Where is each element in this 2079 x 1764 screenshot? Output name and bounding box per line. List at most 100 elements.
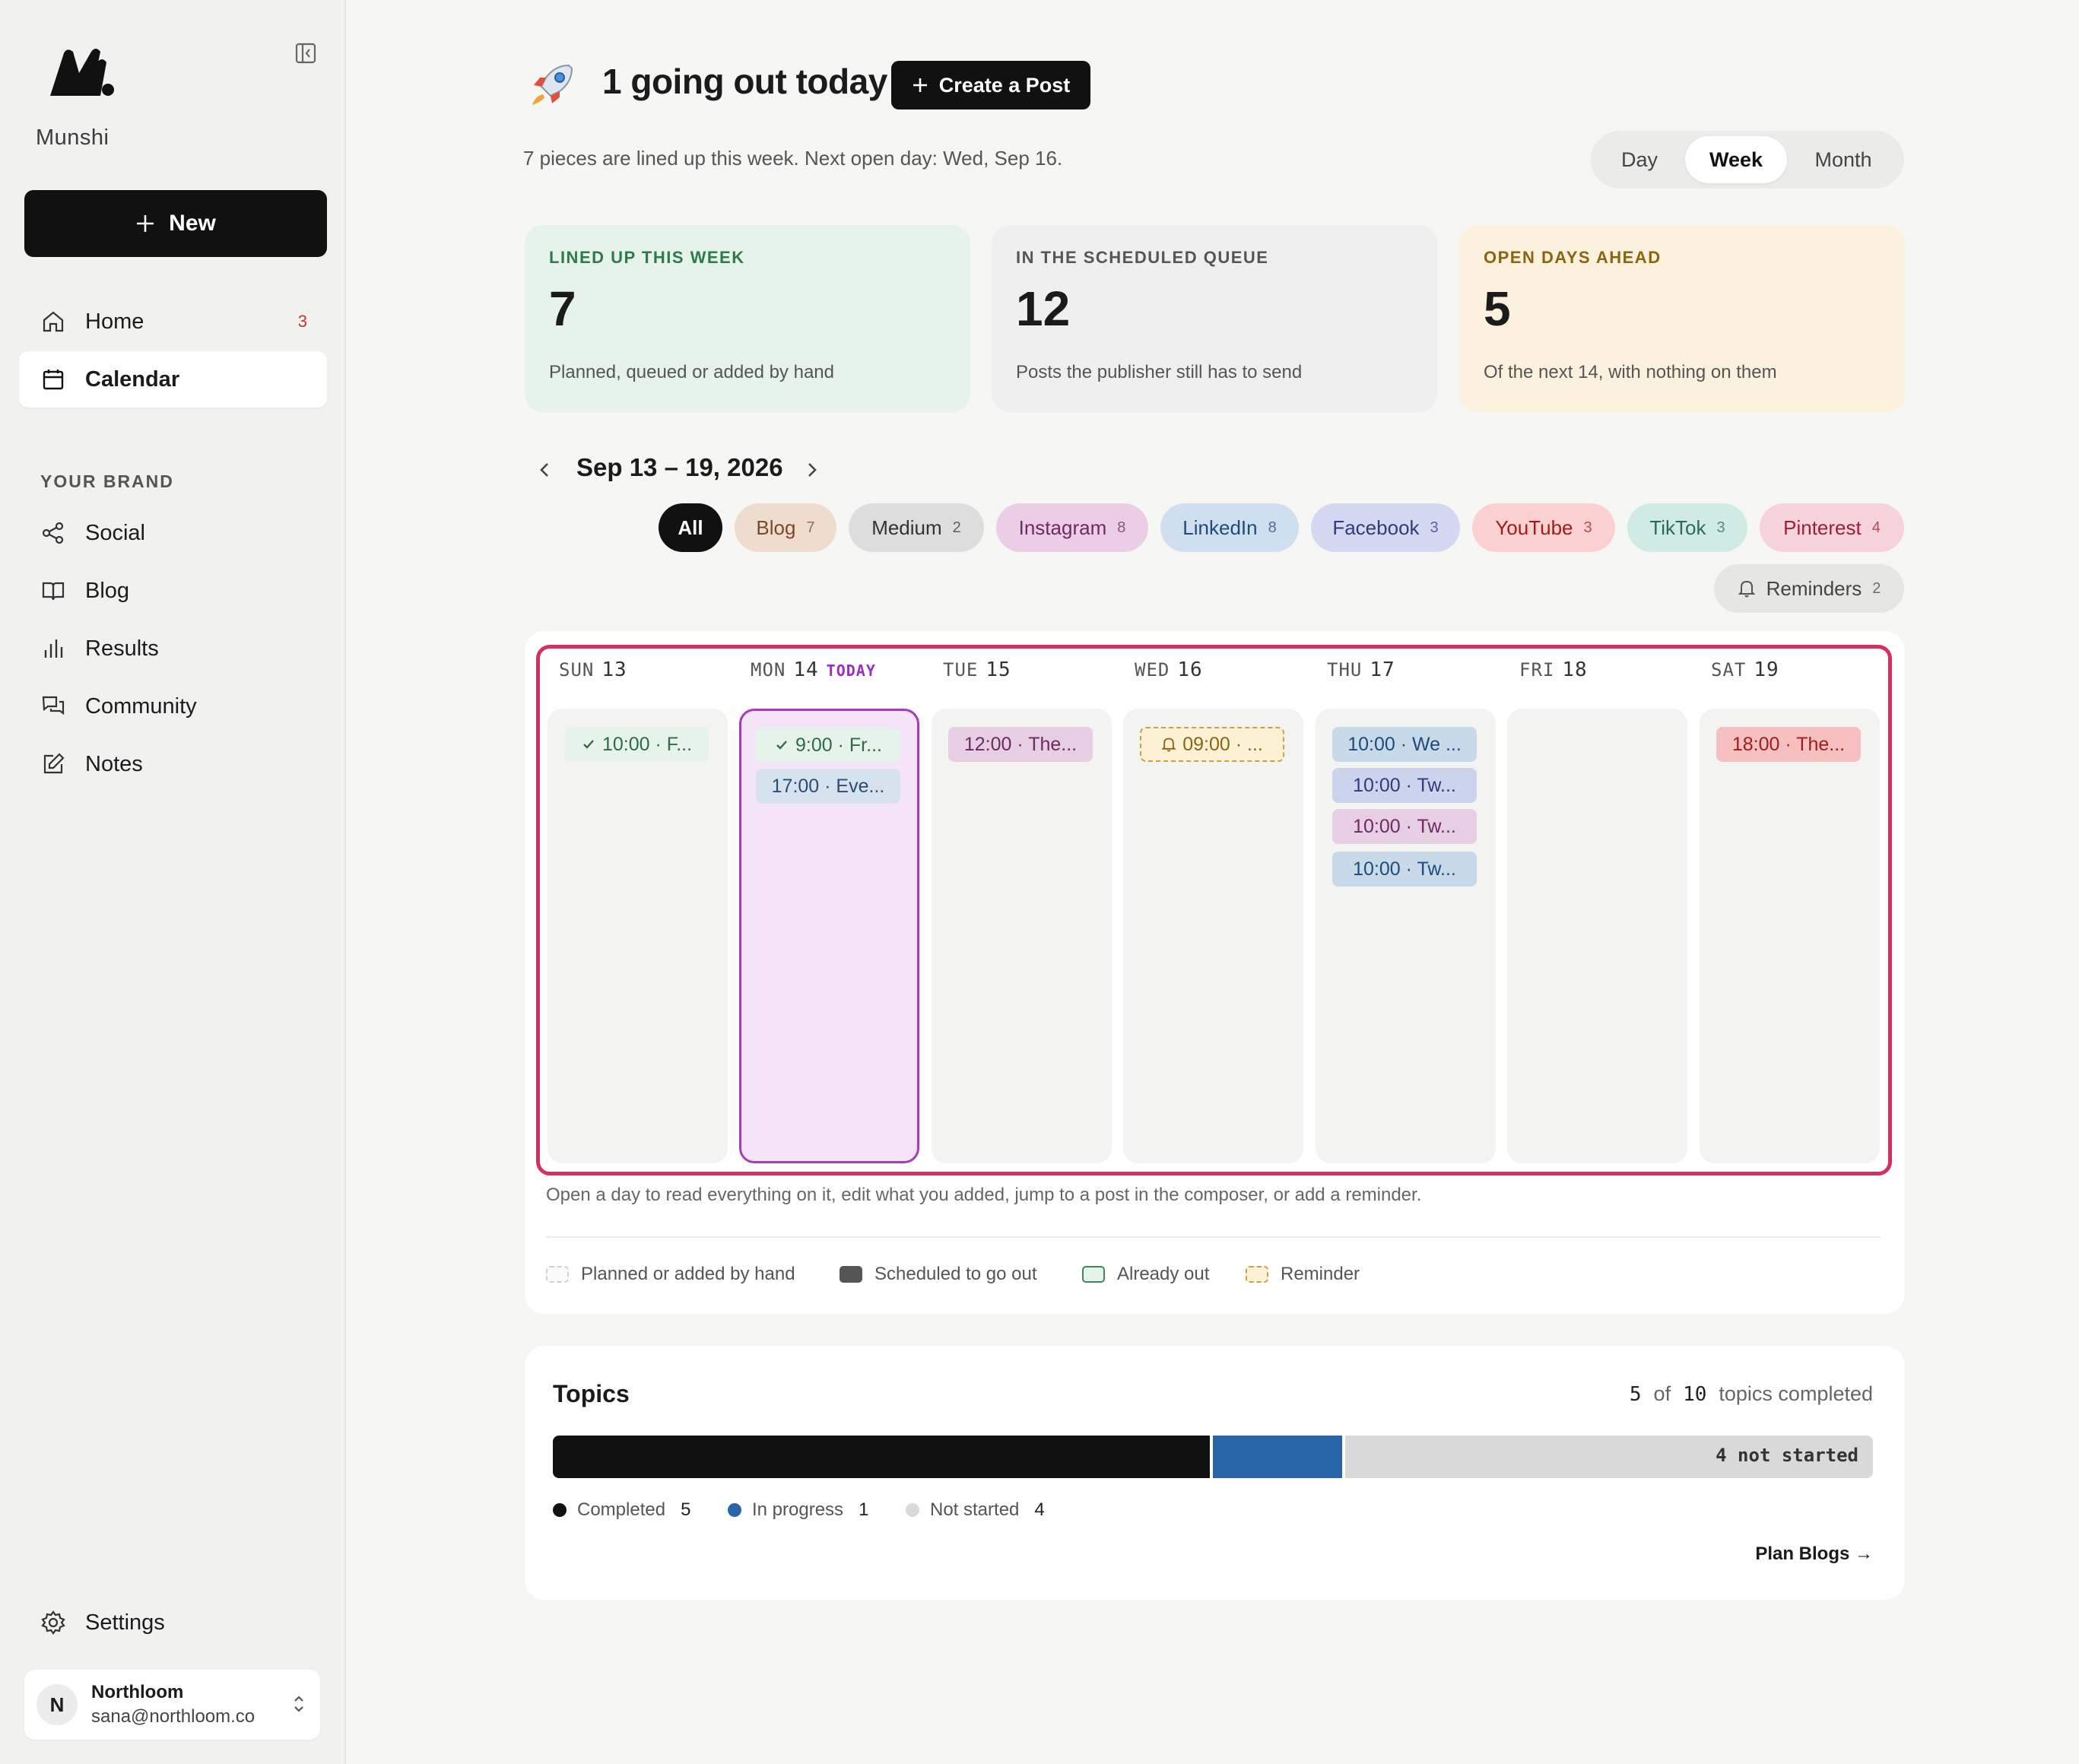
legend-not-started: Not started 4 <box>906 1499 1045 1521</box>
bell-icon <box>1161 738 1176 752</box>
event-chip[interactable]: 9:00 · Fr... <box>756 728 900 763</box>
sidebar-item-community[interactable]: Community <box>19 678 327 734</box>
filter-tiktok[interactable]: TikTok 3 <box>1627 503 1747 552</box>
filter-facebook[interactable]: Facebook 3 <box>1311 503 1460 552</box>
calendar-help-text: Open a day to read everything on it, edi… <box>546 1185 1422 1205</box>
filter-instagram[interactable]: Instagram 8 <box>996 503 1148 552</box>
day-number: 17 <box>1370 658 1395 681</box>
book-icon <box>40 577 67 604</box>
view-month-button[interactable]: Month <box>1814 148 1872 171</box>
day-column-thu[interactable]: 10:00 · We ... 10:00 · Tw... 10:00 · Tw.… <box>1316 709 1496 1163</box>
stat-value: 5 <box>1484 281 1511 336</box>
create-post-button[interactable]: Create a Post <box>891 61 1090 109</box>
view-day-button[interactable]: Day <box>1620 148 1658 171</box>
event-chip[interactable]: 17:00 · Eve... <box>756 769 900 804</box>
chat-icon <box>40 693 67 720</box>
day-number: 16 <box>1177 658 1203 681</box>
week-grid-highlight <box>536 645 1892 1175</box>
filter-label: Medium <box>871 516 942 539</box>
stat-description: Posts the publisher still has to send <box>1016 362 1303 382</box>
sidebar-item-social[interactable]: Social <box>19 505 327 561</box>
event-chip[interactable]: 10:00 · F... <box>564 727 709 762</box>
sidebar-item-notes[interactable]: Notes <box>19 736 327 792</box>
filter-label: TikTok <box>1649 516 1706 539</box>
filter-label: Pinterest <box>1783 516 1862 539</box>
calendar-icon <box>40 366 67 393</box>
legend-label: Reminder <box>1281 1264 1360 1284</box>
event-label: 10:00 · F... <box>601 733 693 755</box>
filter-linkedin[interactable]: LinkedIn 8 <box>1160 503 1299 552</box>
bar-segment-not-started <box>1344 1436 1873 1478</box>
day-header-mon: MON 14 TODAY <box>751 658 876 681</box>
day-column-tue[interactable]: 12:00 · The... <box>932 709 1112 1163</box>
next-week-icon[interactable] <box>800 456 824 487</box>
stat-label: LINED UP THIS WEEK <box>549 248 745 267</box>
filter-reminders[interactable]: Reminders 2 <box>1714 564 1904 613</box>
filter-all[interactable]: All <box>659 503 722 552</box>
reminder-chip[interactable]: 09:00 · ... <box>1140 727 1284 762</box>
brand-name: Munshi <box>36 125 110 150</box>
section-label: YOUR BRAND <box>40 471 174 491</box>
event-chip[interactable]: 18:00 · The... <box>1716 727 1861 762</box>
event-chip[interactable]: 10:00 · Tw... <box>1332 768 1477 803</box>
day-column-sun[interactable]: 10:00 · F... <box>548 709 728 1163</box>
collapse-sidebar-icon[interactable] <box>291 39 320 68</box>
filter-count: 8 <box>1268 519 1277 536</box>
edit-icon <box>40 750 67 778</box>
event-label: 12:00 · The... <box>963 733 1078 755</box>
filter-blog[interactable]: Blog 7 <box>735 503 836 552</box>
day-number: 18 <box>1562 658 1588 681</box>
munshi-logo <box>47 46 116 100</box>
sidebar-item-label: Social <box>85 520 145 545</box>
plan-blogs-link[interactable]: Plan Blogs → <box>1755 1544 1873 1564</box>
day-name: SUN <box>559 659 595 681</box>
bar-segment-completed <box>553 1436 1213 1478</box>
day-column-wed[interactable]: 09:00 · ... <box>1123 709 1303 1163</box>
filter-count: 3 <box>1716 519 1725 536</box>
day-header-wed: WED 16 <box>1135 658 1203 681</box>
bar-not-started-label: 4 not started <box>1716 1445 1858 1466</box>
legend-label: In progress <box>752 1499 844 1520</box>
day-name: WED <box>1135 659 1170 681</box>
filter-medium[interactable]: Medium 2 <box>849 503 984 552</box>
event-chip[interactable]: 10:00 · Tw... <box>1332 852 1477 887</box>
bell-icon <box>1738 580 1755 598</box>
sidebar-item-home[interactable]: Home 3 <box>19 293 327 350</box>
legend-label: Not started <box>930 1499 1020 1520</box>
legend-already-out: Already out <box>1082 1264 1209 1285</box>
view-week-button[interactable]: Week <box>1685 136 1787 183</box>
sidebar-item-label: Calendar <box>85 366 180 392</box>
day-column-mon[interactable]: 9:00 · Fr... 17:00 · Eve... <box>739 709 919 1163</box>
legend-dot <box>906 1503 919 1517</box>
bar-chart-icon <box>40 635 67 662</box>
event-label: 18:00 · The... <box>1731 733 1846 755</box>
filter-count: 4 <box>1871 519 1881 536</box>
share-icon <box>40 519 67 547</box>
event-label: 10:00 · Tw... <box>1353 858 1456 880</box>
account-name: Northloom <box>91 1682 184 1702</box>
plus-icon <box>913 78 927 92</box>
home-badge: 3 <box>297 312 307 331</box>
week-range: Sep 13 – 19, 2026 <box>576 453 783 481</box>
event-chip[interactable]: 10:00 · Tw... <box>1332 809 1477 844</box>
event-chip[interactable]: 10:00 · We ... <box>1332 727 1477 762</box>
day-column-sat[interactable]: 18:00 · The... <box>1700 709 1880 1163</box>
filter-count: 3 <box>1430 519 1439 536</box>
view-switcher: Day Week Month <box>1591 131 1904 189</box>
sidebar-item-blog[interactable]: Blog <box>19 563 327 619</box>
new-button[interactable]: New <box>24 190 327 257</box>
account-switcher[interactable]: N Northloom sana@northloom.co <box>24 1670 320 1740</box>
legend-swatch <box>1082 1266 1105 1283</box>
event-chip[interactable]: 12:00 · The... <box>948 727 1093 762</box>
stat-label: OPEN DAYS AHEAD <box>1484 248 1662 267</box>
sidebar-item-calendar[interactable]: Calendar <box>19 351 327 408</box>
day-column-fri[interactable] <box>1507 709 1687 1163</box>
sidebar-item-results[interactable]: Results <box>19 620 327 677</box>
filter-pinterest[interactable]: Pinterest 4 <box>1760 503 1904 552</box>
previous-week-icon[interactable] <box>532 456 557 487</box>
sidebar: Munshi New Home 3 Calendar YOUR BRAND So… <box>0 0 346 1764</box>
sidebar-item-settings[interactable]: Settings <box>19 1594 327 1651</box>
check-icon <box>776 741 787 750</box>
filter-youtube[interactable]: YouTube 3 <box>1472 503 1615 552</box>
legend-value: 5 <box>681 1499 691 1520</box>
